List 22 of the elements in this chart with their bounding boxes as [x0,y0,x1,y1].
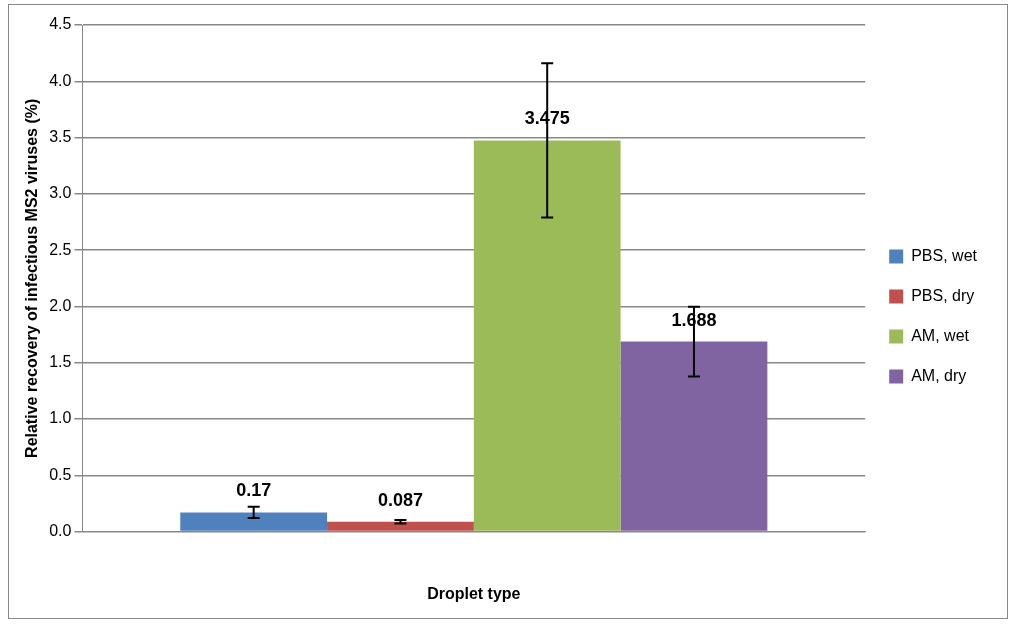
y-tick-label: 1.5 [49,353,72,371]
y-tick-label: 1.0 [49,409,72,427]
y-tick-label: 4.0 [49,71,72,89]
y-tick-label: 3.0 [49,184,72,202]
y-tick-label: 2.5 [49,240,72,258]
bar [327,521,474,531]
y-tick-label: 0.5 [49,465,72,483]
x-axis-title: Droplet type [427,584,521,602]
data-label: 0.17 [236,480,272,501]
legend-label: PBS, wet [911,246,978,264]
y-tick-label: 2.0 [49,296,72,314]
bar [180,512,328,531]
y-tick-label: 3.5 [49,127,72,145]
legend-label: AM, wet [911,326,970,344]
y-tick-label: 0.0 [49,522,72,540]
y-tick-label: 4.5 [49,15,72,33]
bar [620,341,768,531]
bar [473,140,621,531]
y-axis-title: Relative recovery of infectious MS2 viruses (%) [23,98,41,458]
data-label: 0.087 [377,489,423,510]
legend-label: AM, dry [911,366,967,384]
legend-label: PBS, dry [911,286,975,304]
